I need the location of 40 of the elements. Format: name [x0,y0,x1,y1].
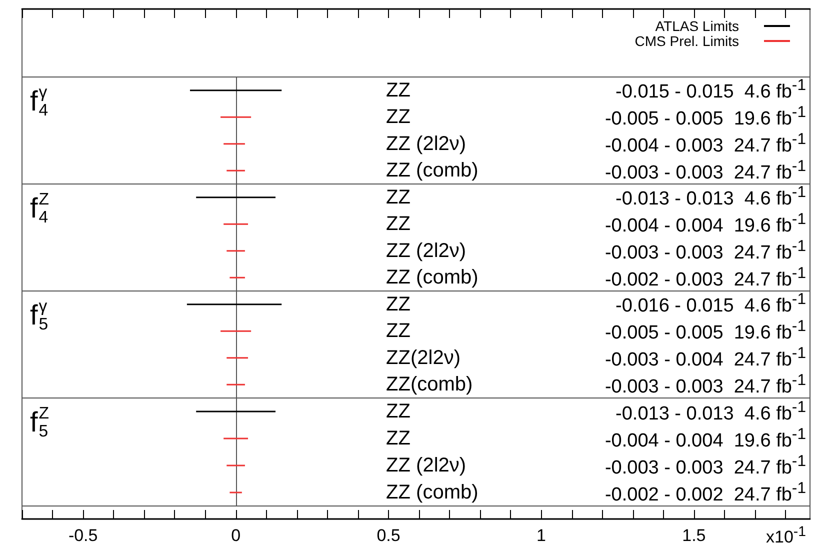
x-tick-label: 0 [231,526,241,544]
y-tick-label: ZZ [386,400,410,422]
legend-label: ATLAS Limits [655,18,739,34]
y-tick-label: ZZ [386,320,410,342]
y-tick-label: ZZ [386,106,410,128]
x-axis-title: x10$^{-1}$ [766,524,806,544]
x-tick-label: 1 [536,526,546,544]
text: -0.004 - 0.004 19.6 fb$^{-1}$ [604,211,806,236]
y-tick-label: ZZ(comb) [386,374,473,396]
text: -0.013 - 0.013 4.6 fb$^{-1}$ [616,398,806,424]
text: -0.003 - 0.004 24.7 fb$^{-1}$ [604,344,806,370]
y-tick-label: ZZ (2l2ν) [386,240,466,262]
text: -0.016 - 0.015 4.6 fb$^{-1}$ [616,291,806,317]
text: -0.003 - 0.003 24.7 fb$^{-1}$ [604,372,806,397]
text: -0.005 - 0.005 19.6 fb$^{-1}$ [604,318,806,344]
text: -0.004 - 0.003 24.7 fb$^{-1}$ [604,130,806,156]
text: -0.003 - 0.003 24.7 fb$^{-1}$ [604,158,806,183]
y-tick-label: ZZ(2l2ν) [386,346,461,369]
y-tick-label: ZZ (2l2ν) [386,454,466,476]
text: -0.002 - 0.003 24.7 fb$^{-1}$ [604,264,806,290]
y-tick-label: ZZ (comb) [386,482,478,504]
y-tick-label: ZZ (comb) [386,266,478,289]
text: -0.002 - 0.002 24.7 fb$^{-1}$ [604,480,806,505]
text: -0.013 - 0.013 4.6 fb$^{-1}$ [616,184,806,210]
y-tick-label: ZZ (comb) [386,160,478,182]
y-tick-label: ZZ [386,428,410,450]
text: -0.003 - 0.003 24.7 fb$^{-1}$ [604,238,806,264]
legend-label: CMS Prel. Limits [634,33,739,49]
x-tick-label: 0.5 [376,526,400,544]
y-tick-label: ZZ [386,213,410,236]
y-tick-label: ZZ [386,186,410,208]
text: -0.003 - 0.003 24.7 fb$^{-1}$ [604,452,806,478]
x-tick-label: 1.5 [682,526,706,544]
text: -0.005 - 0.005 19.6 fb$^{-1}$ [604,104,806,130]
y-tick-label: ZZ [386,293,410,316]
x-tick-label: -0.5 [68,526,98,544]
text: -0.015 - 0.015 4.6 fb$^{-1}$ [616,77,806,103]
y-tick-label: ZZ [386,79,410,102]
y-tick-label: ZZ (2l2ν) [386,132,466,155]
text: -0.004 - 0.004 19.6 fb$^{-1}$ [604,426,806,451]
